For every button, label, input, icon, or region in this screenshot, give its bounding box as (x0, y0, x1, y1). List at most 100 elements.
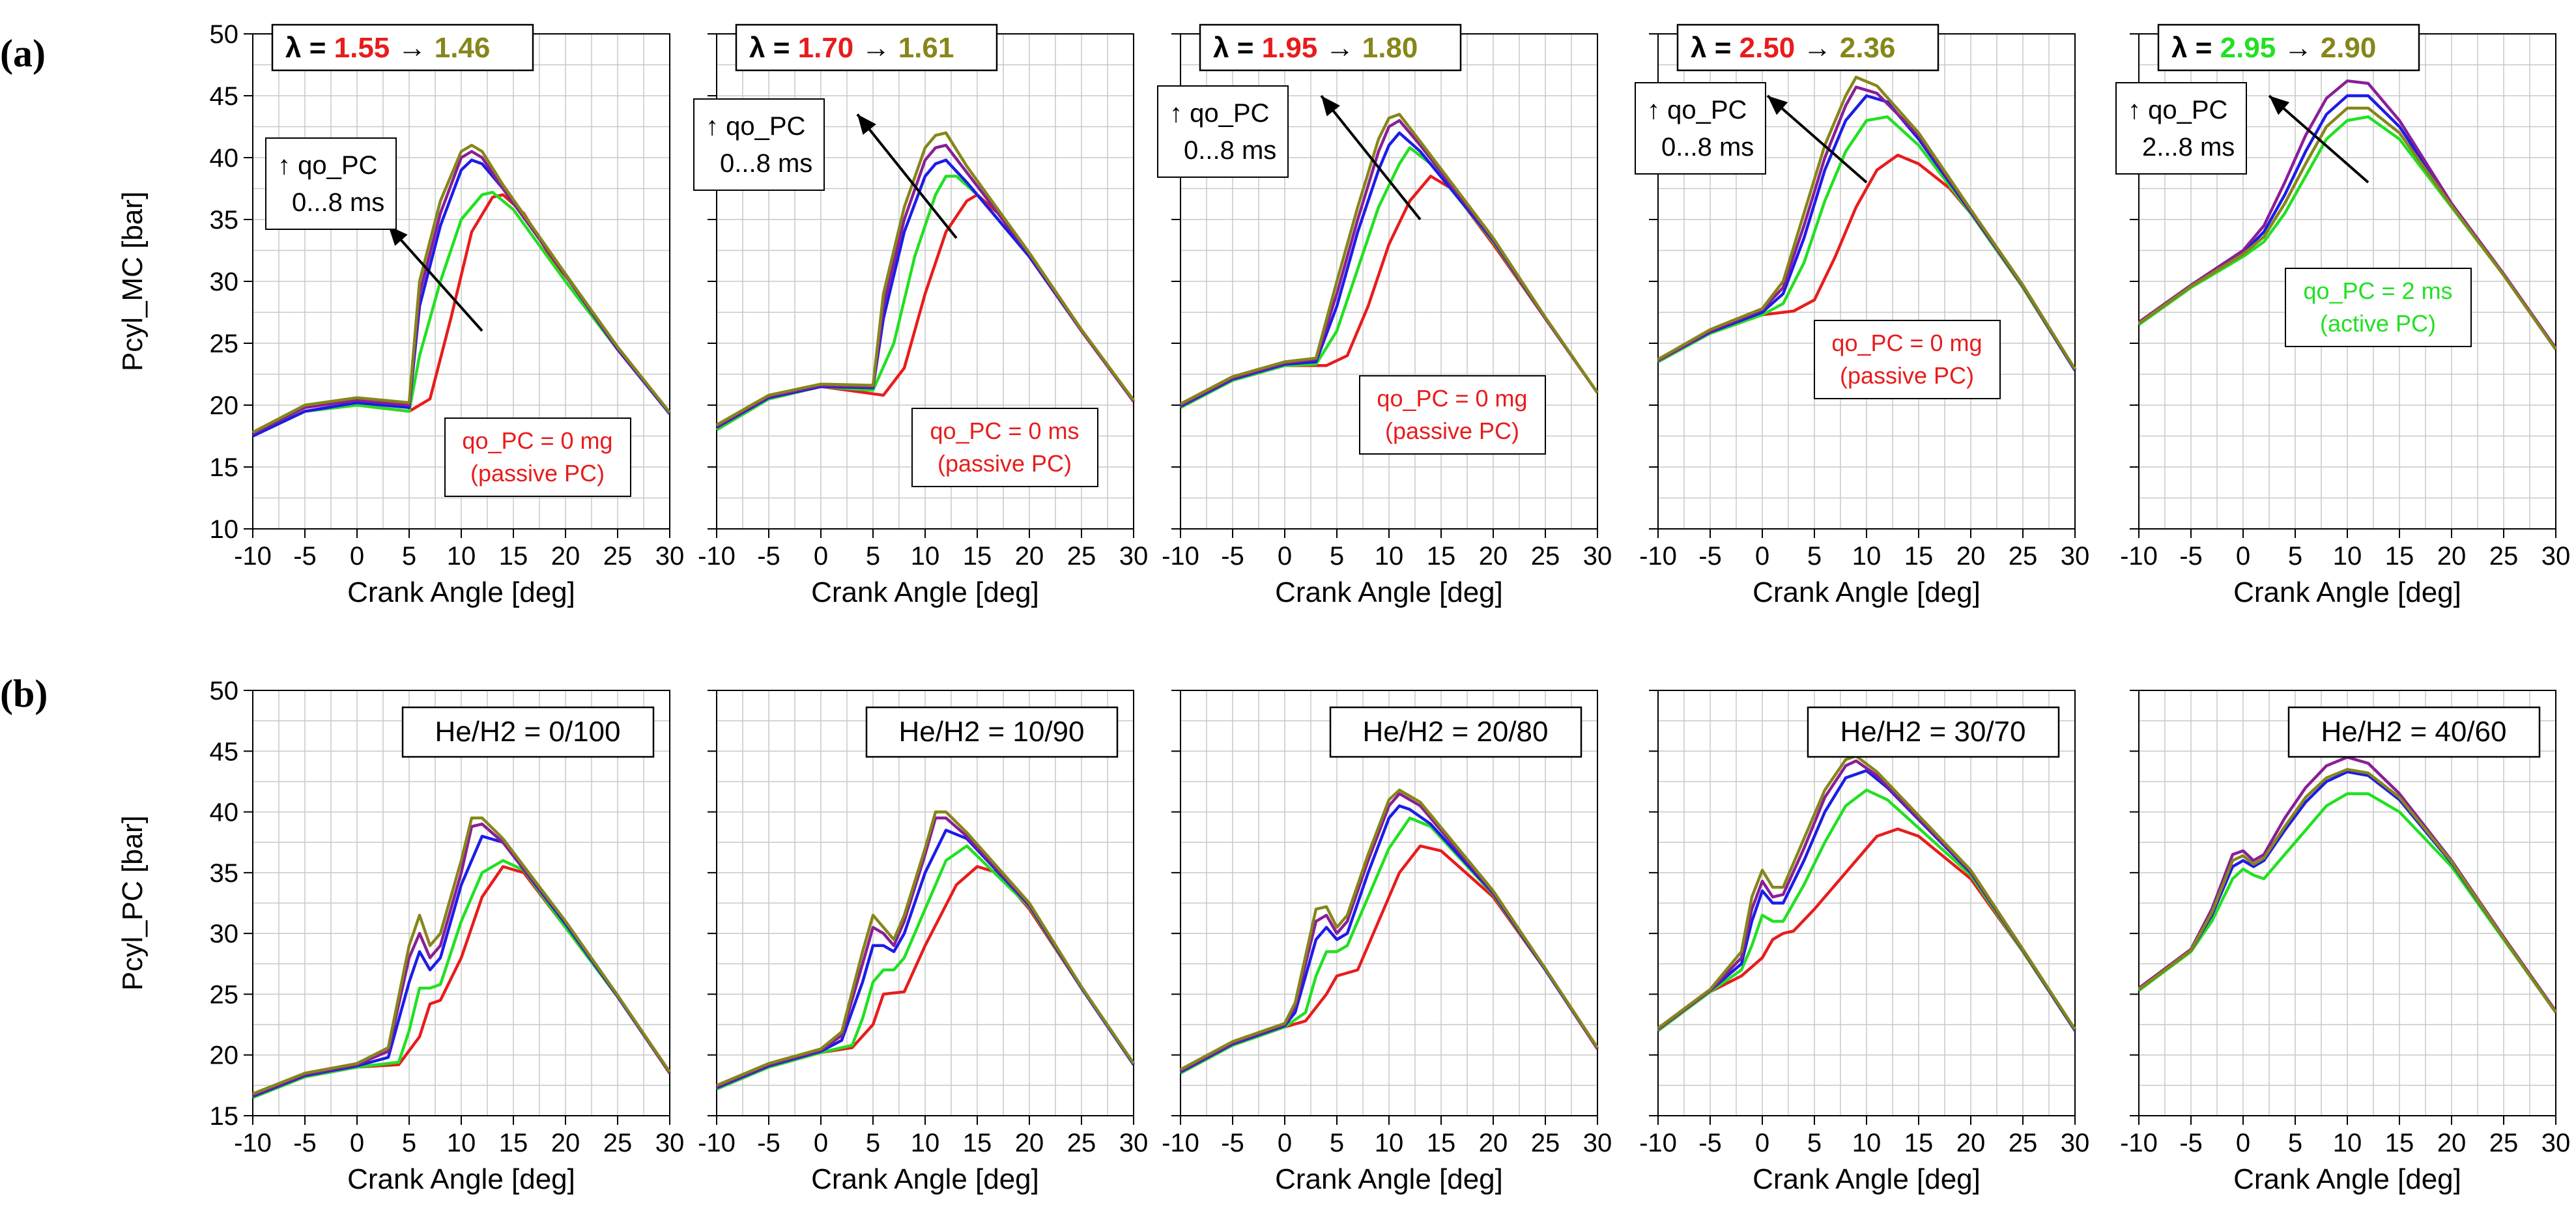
composition-box (2287, 706, 2541, 758)
lambda-label: λ = 1.95 → 1.80 (1213, 32, 1418, 64)
series-line-2 (716, 844, 1135, 1091)
composition-box (865, 706, 1119, 758)
composition-box (401, 706, 655, 758)
series-line-5 (716, 810, 1135, 1087)
note-box (1814, 320, 2001, 399)
x-tick-label: -10 (2120, 1129, 2158, 1157)
composition-label: He/H2 = 40/60 (2321, 716, 2507, 748)
x-tick-label: 25 (2009, 1129, 2038, 1157)
x-tick-label: 20 (1479, 542, 1508, 571)
x-tick-label: 25 (2009, 542, 2038, 571)
lambda-label: λ = 1.55 → 1.46 (285, 32, 490, 64)
x-tick-label: 30 (1119, 1129, 1149, 1157)
qo-pc-arrow (387, 225, 483, 332)
x-tick-label: 10 (911, 542, 940, 571)
chart-panel-b-2: -10 -5 0 5 10 15 20 25 30 Crank Angle [deg] He/H2 … (698, 690, 1148, 1195)
x-tick-label: 30 (1583, 542, 1612, 571)
series-line-5 (251, 143, 671, 434)
qo-pc-box (265, 137, 397, 230)
lambda-part: 2.50 (1739, 32, 1796, 64)
x-tick-label: 25 (603, 1129, 633, 1157)
chart-panel-a-3: -10 -5 0 5 10 15 20 25 30 Crank Angle [deg] λ = 1.… (1157, 23, 1612, 608)
note-line-1: qo_PC = 0 ms (930, 417, 1079, 444)
lambda-part: λ = (285, 32, 334, 64)
series-line-4 (716, 816, 1135, 1088)
chart-panel-a-5: -10 -5 0 5 10 15 20 25 30 Crank Angle [deg] λ = 2.… (2115, 23, 2570, 608)
lambda-part: → (853, 32, 898, 64)
series-line-3 (2138, 756, 2557, 1012)
series-line-5 (1657, 76, 2076, 371)
row-label-a: (a) (0, 32, 46, 75)
lambda-part: 1.61 (898, 32, 954, 64)
qo-pc-box-line1: ↑ qo_PC (2128, 96, 2227, 124)
lambda-label: λ = 2.50 → 2.36 (1691, 32, 1895, 64)
x-tick-label: 10 (447, 1129, 476, 1157)
x-tick-label: 5 (1807, 542, 1822, 571)
chart-panel-b-1: -10 -5 0 5 10 15 20 25 30 15 20 25 30 35 40 45 50 Crank A… (117, 677, 684, 1195)
x-axis-label: Crank Angle [deg] (2233, 1163, 2461, 1195)
qo-pc-box-line2: 0...8 ms (1184, 136, 1276, 165)
y-axis-label: Pcyl_MC [bar] (117, 191, 149, 371)
arrow-head (2269, 96, 2290, 115)
y-tick-label: 40 (210, 144, 239, 173)
x-tick-label: -10 (1162, 542, 1199, 571)
composition-label: He/H2 = 20/80 (1363, 716, 1549, 748)
x-tick-label: 30 (655, 542, 685, 571)
chart-panel-a-2: -10 -5 0 5 10 15 20 25 30 Crank Angle [deg] λ = 1.… (693, 23, 1148, 608)
y-tick-label: 15 (210, 1102, 239, 1131)
qo-pc-arrow (1766, 94, 1868, 184)
series-line-2 (252, 190, 671, 438)
arrow-head (1767, 96, 1788, 115)
x-tick-label: 20 (2437, 542, 2467, 571)
note-line-1: qo_PC = 2 ms (2303, 277, 2452, 304)
x-tick-label: 10 (1375, 1129, 1404, 1157)
series-line-5 (715, 131, 1135, 427)
x-tick-label: 0 (1278, 542, 1292, 571)
x-axis-label: Crank Angle [deg] (347, 576, 575, 608)
series-line-4 (2138, 768, 2557, 1013)
x-tick-label: 15 (499, 1129, 528, 1157)
qo-pc-box-line2: 0...8 ms (720, 149, 812, 178)
qo-pc-box (1157, 85, 1289, 178)
x-tick-label: 15 (2385, 542, 2414, 571)
x-tick-label: -5 (2179, 1129, 2203, 1157)
x-axis-label: Crank Angle [deg] (811, 1163, 1039, 1195)
x-tick-label: 20 (1956, 1129, 1986, 1157)
x-tick-label: -5 (293, 542, 317, 571)
x-tick-label: 5 (402, 1129, 416, 1157)
x-tick-label: -10 (1639, 1129, 1677, 1157)
arrow-head (388, 225, 408, 246)
x-tick-label: 20 (1479, 1129, 1508, 1157)
series-line-5 (1179, 788, 1599, 1071)
note-line-2: (passive PC) (1385, 417, 1519, 444)
lambda-box (271, 23, 534, 72)
x-axis-label: Crank Angle [deg] (1275, 1163, 1503, 1195)
chart-panel-b-4: -10 -5 0 5 10 15 20 25 30 Crank Angle [deg] He/H2 … (1639, 690, 2089, 1195)
x-tick-label: 0 (1278, 1129, 1292, 1157)
arrow-head (857, 114, 876, 135)
qo-pc-box-line1: ↑ qo_PC (706, 112, 805, 141)
chart-panel-b-3: -10 -5 0 5 10 15 20 25 30 Crank Angle [deg] He/H2 … (1162, 690, 1612, 1195)
note-line-2: (passive PC) (937, 450, 1072, 477)
grid (252, 690, 670, 1116)
x-tick-label: 25 (1531, 1129, 1560, 1157)
qo-pc-arrow (856, 113, 958, 239)
composition-label: He/H2 = 30/70 (1840, 716, 2026, 748)
y-tick-label: 40 (210, 799, 239, 827)
arrow-head (1321, 96, 1340, 117)
composition-label: He/H2 = 0/100 (435, 716, 621, 748)
y-tick-label: 10 (210, 515, 239, 544)
x-tick-label: -10 (1162, 1129, 1199, 1157)
x-axis-label: Crank Angle [deg] (1753, 1163, 1981, 1195)
y-tick-label: 30 (210, 268, 239, 296)
lambda-part: λ = (2171, 32, 2220, 64)
x-tick-label: 25 (1531, 542, 1560, 571)
y-tick-label: 15 (210, 453, 239, 482)
x-tick-label: 10 (1852, 1129, 1882, 1157)
x-axis-label: Crank Angle [deg] (811, 576, 1039, 608)
lambda-box (735, 23, 998, 72)
x-tick-label: 0 (350, 542, 364, 571)
y-tick-label: 20 (210, 391, 239, 420)
x-tick-label: 25 (1067, 542, 1096, 571)
qo-pc-box (693, 98, 825, 191)
